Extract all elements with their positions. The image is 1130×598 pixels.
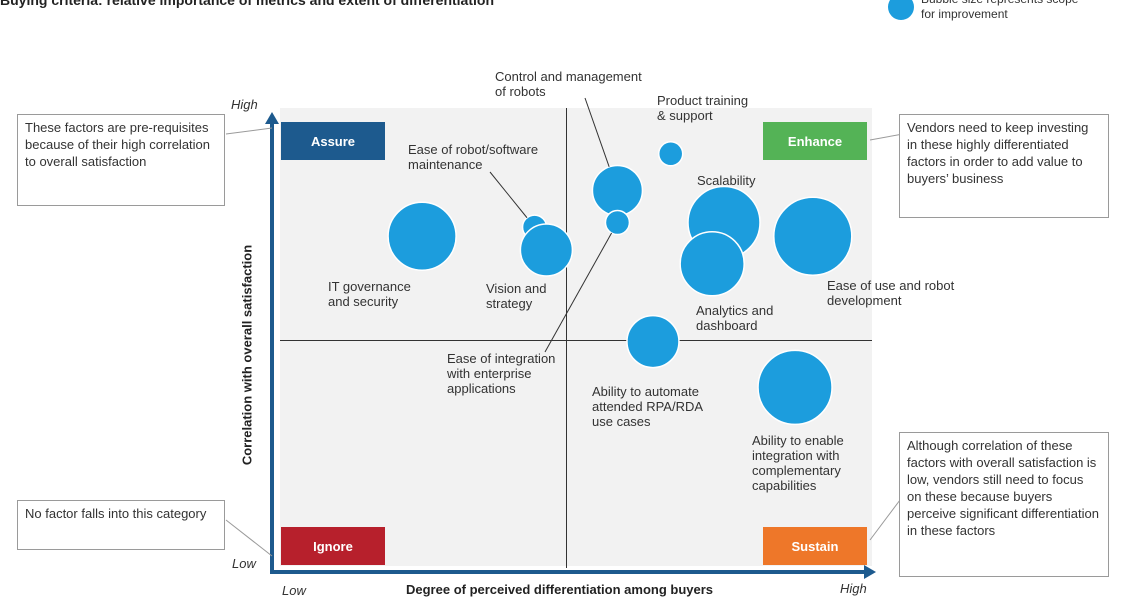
connector-ignore (225, 519, 273, 557)
label-ease-of-use: Ease of use and robot development (827, 278, 954, 308)
label-robot-maintenance-line-1: Ease of robot/software (408, 142, 539, 157)
quadrant-enhance-badge: Enhance (763, 122, 867, 160)
chart-title: Buying criteria: relative importance of … (0, 0, 494, 8)
label-complementary-line-3: complementary (752, 463, 841, 478)
label-product-training: Product training & support (657, 93, 748, 123)
label-analytics-dashboard: Analytics and dashboard (696, 303, 773, 333)
label-ease-of-integration-line-2: with enterprise (447, 366, 532, 381)
leader-line-ease-of-robot-software-maintenance (489, 171, 528, 219)
label-attended-rpa-line-1: Ability to automate (592, 384, 699, 399)
bubble-control-and-management-of-robots (591, 164, 644, 217)
bubble-it-governance-and-security (387, 201, 457, 271)
note-enhance: Vendors need to keep investing in these … (899, 114, 1109, 218)
y-axis-high-label: High (231, 97, 258, 112)
note-ignore: No factor falls into this category (17, 500, 225, 550)
label-control-management-line-1: Control and management (495, 69, 642, 84)
label-complementary-line-1: Ability to enable (752, 433, 844, 448)
label-ease-of-integration-line-3: applications (447, 381, 516, 396)
quadrant-assure-badge: Assure (281, 122, 385, 160)
quadrant-divider-vertical (566, 108, 567, 568)
label-ease-of-integration-line-1: Ease of integration (447, 351, 556, 366)
note-assure: These factors are pre-requisites because… (17, 114, 225, 206)
quadrant-ignore-badge: Ignore (281, 527, 385, 565)
label-control-management-line-2: of robots (495, 84, 546, 99)
y-axis-arrow-icon (265, 112, 279, 124)
leader-line-ease-of-integration-with-enterprise-applications (544, 232, 613, 353)
label-robot-maintenance: Ease of robot/software maintenance (408, 142, 538, 172)
label-ease-of-use-line-1: Ease of use and robot (827, 278, 955, 293)
connector-enhance (869, 133, 904, 141)
bubble-ease-of-use-and-robot-development (773, 196, 853, 276)
x-axis-arrow-icon (864, 565, 876, 579)
bubble-ability-to-automate-attended-rpa-rda-use-cases (626, 314, 680, 369)
label-ease-of-use-line-2: development (827, 293, 902, 308)
label-vision-strategy: Vision and strategy (486, 281, 546, 311)
legend-text: Bubble size represents scope for improve… (921, 0, 1078, 21)
note-sustain: Although correlation of these factors wi… (899, 432, 1109, 577)
label-vision-strategy-line-1: Vision and (486, 281, 547, 296)
label-attended-rpa-line-3: use cases (592, 414, 651, 429)
label-product-training-line-2: & support (657, 108, 713, 123)
label-scalability: Scalability (697, 173, 756, 188)
connector-sustain (869, 495, 904, 541)
label-it-governance-line-1: IT governance (328, 279, 411, 294)
label-analytics-dashboard-line-2: dashboard (696, 318, 758, 333)
bubble-product-training-support (657, 141, 684, 167)
label-complementary-line-2: integration with (752, 448, 840, 463)
label-it-governance: IT governance and security (328, 279, 411, 309)
y-axis-low-label: Low (232, 556, 256, 571)
label-it-governance-line-2: and security (328, 294, 399, 309)
quadrant-divider-horizontal (280, 340, 872, 341)
legend-bubble-icon (888, 0, 914, 20)
connector-assure (225, 127, 273, 135)
label-control-management: Control and management of robots (495, 69, 642, 99)
label-analytics-dashboard-line-1: Analytics and (696, 303, 774, 318)
quadrant-sustain-badge: Sustain (763, 527, 867, 565)
plot-area (280, 108, 872, 566)
label-robot-maintenance-line-2: maintenance (408, 157, 483, 172)
bubble-ability-to-enable-integration-with-complementary-capabilities (757, 349, 833, 426)
label-vision-strategy-line-2: strategy (486, 296, 533, 311)
leader-line-control-and-management-of-robots (584, 97, 610, 168)
label-ease-of-integration: Ease of integration with enterprise applic… (447, 351, 555, 396)
label-complementary-line-4: capabilities (752, 478, 817, 493)
label-product-training-line-1: Product training (657, 93, 749, 108)
label-complementary: Ability to enable integration with complem… (752, 433, 844, 493)
bubble-ease-of-integration-with-enterprise-applications (604, 209, 631, 236)
label-attended-rpa-line-2: attended RPA/RDA (592, 399, 704, 414)
label-attended-rpa: Ability to automate attended RPA/RDA use c… (592, 384, 703, 429)
bubble-vision-and-strategy (519, 223, 574, 277)
bubble-analytics-and-dashboard (679, 230, 745, 297)
label-scalability-line-1: Scalability (697, 173, 756, 188)
